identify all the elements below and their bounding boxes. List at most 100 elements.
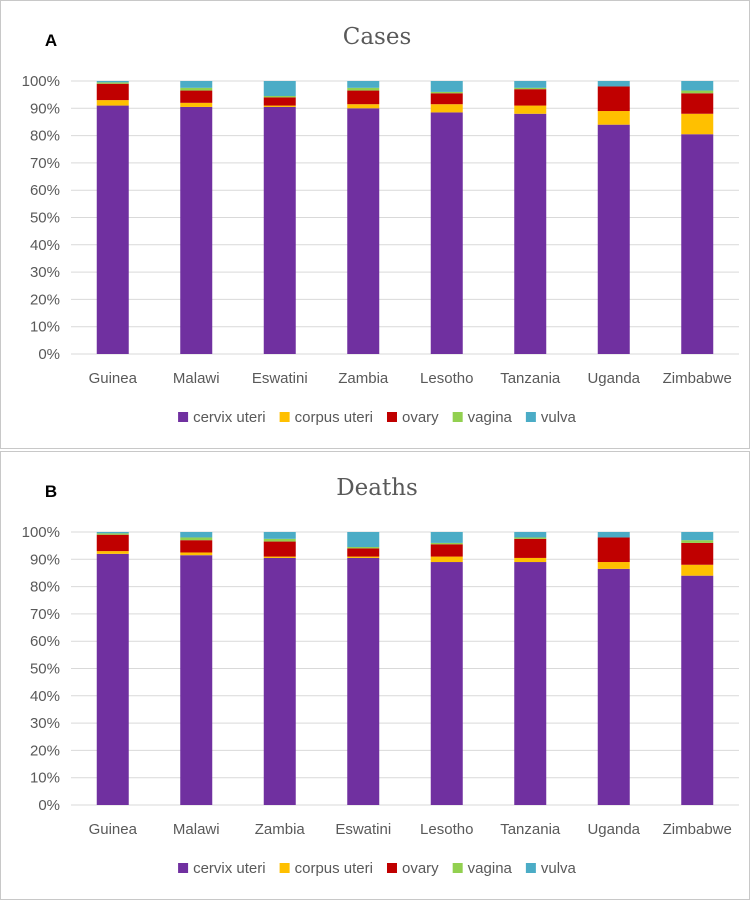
y-tick-label: 10% <box>30 319 60 336</box>
bar-vagina-lesotho <box>430 542 463 545</box>
y-tick-label: 100% <box>22 524 60 541</box>
x-tick-label: Eswatini <box>335 821 391 838</box>
bar-vagina-guinea <box>96 82 129 84</box>
bar-vulva-zambia <box>263 532 296 539</box>
bar-cervix-uteri-zambia <box>263 557 296 805</box>
x-tick-label: Tanzania <box>500 821 561 838</box>
x-tick-label: Zambia <box>255 821 306 838</box>
x-tick-label: Uganda <box>587 821 640 838</box>
bar-ovary-guinea <box>96 83 129 101</box>
bar-cervix-uteri-zimbabwe <box>681 575 714 805</box>
bar-vagina-malawi <box>180 87 213 91</box>
bar-vagina-tanzania <box>514 537 547 539</box>
y-tick-label: 50% <box>30 210 60 227</box>
legend: cervix uteri corpus uteri ovary vagina vulva <box>178 860 577 877</box>
bar-vagina-eswatini <box>263 96 296 98</box>
y-tick-label: 80% <box>30 579 60 596</box>
legend-label: cervix uteri <box>193 409 266 426</box>
bar-cervix-uteri-malawi <box>180 555 213 805</box>
x-tick-label: Lesotho <box>420 370 473 387</box>
bar-corpus-uteri-malawi <box>180 552 213 556</box>
bar-ovary-tanzania <box>514 89 547 106</box>
bar-vulva-uganda <box>597 81 630 87</box>
bar-cervix-uteri-malawi <box>180 106 213 354</box>
bar-corpus-uteri-uganda <box>597 111 630 125</box>
y-tick-label: 90% <box>30 551 60 568</box>
x-tick-label: Zambia <box>338 370 389 387</box>
legend-swatch-ovary <box>386 412 397 422</box>
bar-corpus-uteri-lesotho <box>430 104 463 113</box>
bar-vagina-zimbabwe <box>681 90 714 94</box>
bar-cervix-uteri-tanzania <box>514 562 547 805</box>
bar-corpus-uteri-zimbabwe <box>681 564 714 576</box>
legend-label: corpus uteri <box>295 409 373 426</box>
x-tick-label: Guinea <box>89 821 138 838</box>
bar-cervix-uteri-uganda <box>597 124 630 355</box>
bar-cervix-uteri-uganda <box>597 568 630 805</box>
y-tick-label: 0% <box>38 797 60 814</box>
chart-title: Deaths <box>336 475 418 501</box>
bar-vulva-eswatini <box>347 532 380 548</box>
bar-ovary-zimbabwe <box>681 93 714 114</box>
bar-ovary-eswatini <box>263 97 296 106</box>
bar-vagina-malawi <box>180 537 213 541</box>
bar-vagina-zimbabwe <box>681 540 714 543</box>
bar-vulva-lesotho <box>430 81 463 92</box>
bar-cervix-uteri-guinea <box>96 553 129 805</box>
bar-vagina-lesotho <box>430 91 463 94</box>
chart-panel-a: A Cases 0% 10% 20% 30% 40% 50% 60% 70% 80% 90% 100% G… <box>0 0 750 449</box>
bar-ovary-guinea <box>96 534 129 552</box>
legend-label: ovary <box>402 409 439 426</box>
bar-vulva-zambia <box>347 81 380 88</box>
bar-cervix-uteri-eswatini <box>263 106 296 354</box>
y-tick-label: 80% <box>30 128 60 145</box>
y-tick-label: 40% <box>30 688 60 705</box>
bar-vagina-tanzania <box>514 87 547 90</box>
panel-label: B <box>45 482 57 501</box>
bar-corpus-uteri-lesotho <box>430 556 463 563</box>
y-tick-label: 70% <box>30 606 60 623</box>
bar-vulva-uganda <box>597 532 630 538</box>
bar-corpus-uteri-guinea <box>96 551 129 554</box>
y-tick-label: 50% <box>30 661 60 678</box>
bar-ovary-uganda <box>597 537 630 563</box>
bar-vulva-tanzania <box>514 81 547 88</box>
legend-label: vulva <box>541 409 577 426</box>
y-tick-label: 30% <box>30 715 60 732</box>
legend-label: vagina <box>468 409 513 426</box>
x-tick-label: Eswatini <box>252 370 308 387</box>
bar-corpus-uteri-eswatini <box>347 556 380 558</box>
y-tick-label: 60% <box>30 182 60 199</box>
bar-corpus-uteri-eswatini <box>263 105 296 107</box>
bar-ovary-lesotho <box>430 93 463 105</box>
bar-vulva-guinea <box>96 81 129 83</box>
bar-corpus-uteri-malawi <box>180 102 213 107</box>
bar-ovary-zimbabwe <box>681 542 714 565</box>
panel-label: A <box>45 31 57 50</box>
bar-cervix-uteri-zambia <box>347 108 380 354</box>
legend-label: cervix uteri <box>193 860 266 877</box>
legend-swatch-vulva <box>525 412 536 422</box>
x-tick-label: Lesotho <box>420 821 473 838</box>
y-tick-label: 20% <box>30 742 60 759</box>
bar-corpus-uteri-uganda <box>597 562 630 569</box>
bar-corpus-uteri-guinea <box>96 100 129 106</box>
x-tick-label: Guinea <box>89 370 138 387</box>
legend-swatch-corpus-uteri <box>279 863 290 873</box>
legend: cervix uteri corpus uteri ovary vagina vulva <box>178 409 577 426</box>
bar-ovary-tanzania <box>514 538 547 558</box>
bar-ovary-eswatini <box>347 548 380 557</box>
bar-vagina-zambia <box>347 87 380 91</box>
x-tick-label: Zimbabwe <box>663 370 732 387</box>
bar-vulva-malawi <box>180 532 213 538</box>
legend-swatch-vulva <box>525 863 536 873</box>
bar-vagina-eswatini <box>347 547 380 549</box>
bar-cervix-uteri-guinea <box>96 105 129 354</box>
chart-cases: A Cases 0% 10% 20% 30% 40% 50% 60% 70% 80% 90% 100% G… <box>22 24 739 426</box>
bar-corpus-uteri-zimbabwe <box>681 113 714 135</box>
bar-vulva-eswatini <box>263 81 296 97</box>
bar-corpus-uteri-tanzania <box>514 105 547 114</box>
bar-vulva-tanzania <box>514 532 547 538</box>
y-tick-label: 100% <box>22 73 60 90</box>
bar-corpus-uteri-zambia <box>347 104 380 109</box>
